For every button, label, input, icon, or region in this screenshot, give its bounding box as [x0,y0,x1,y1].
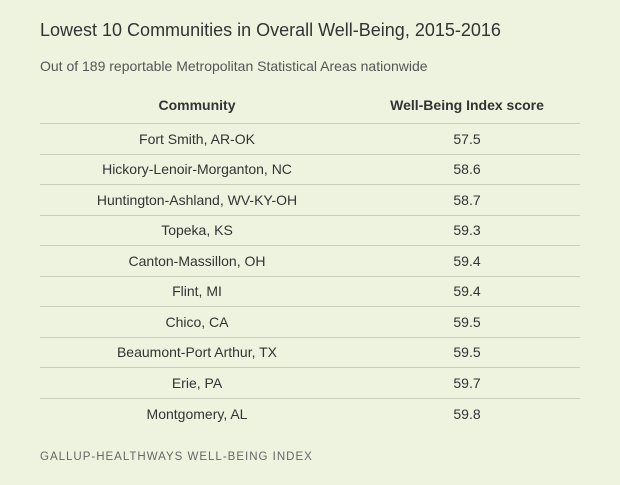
score-cell: 59.5 [453,313,481,330]
score-cell: 57.5 [453,130,481,147]
table-row: Fort Smith, AR-OK 57.5 [40,124,580,155]
table-row: Beaumont-Port Arthur, TX 59.5 [40,338,580,368]
score-cell: 59.8 [453,405,481,422]
community-cell: Canton-Massillon, OH [128,252,266,269]
community-cell: Chico, CA [165,313,229,330]
community-cell: Flint, MI [172,283,222,300]
source-note: GALLUP-HEALTHWAYS WELL-BEING INDEX [40,451,313,463]
table-row: Erie, PA 59.7 [40,368,580,399]
score-cell: 59.4 [453,252,481,269]
score-cell: 58.7 [453,191,481,208]
score-cell: 58.6 [453,161,481,178]
score-cell: 59.5 [453,344,481,361]
score-cell: 59.3 [453,222,481,239]
community-cell: Topeka, KS [161,222,233,239]
table-body: Fort Smith, AR-OK 57.5 Hickory-Lenoir-Morg… [40,124,580,429]
community-cell: Hickory-Lenoir-Morganton, NC [102,161,292,178]
table-header-row: Community Well-Being Index score [40,86,580,124]
community-cell: Montgomery, AL [146,405,248,422]
table-row: Hickory-Lenoir-Morganton, NC 58.6 [40,155,580,185]
community-cell: Huntington-Ashland, WV-KY-OH [96,191,298,208]
column-header-score: Well-Being Index score [390,96,544,113]
community-cell: Beaumont-Port Arthur, TX [116,344,278,361]
chart-subtitle: Out of 189 reportable Metropolitan Stati… [40,58,428,74]
score-cell: 59.7 [453,374,481,391]
well-being-table: Community Well-Being Index score Fort Sm… [40,86,580,429]
table-row: Montgomery, AL 59.8 [40,399,580,430]
table-row: Flint, MI 59.4 [40,277,580,307]
score-cell: 59.4 [453,283,481,300]
column-header-community: Community [158,96,236,113]
table-row: Chico, CA 59.5 [40,307,580,338]
table-row: Huntington-Ashland, WV-KY-OH 58.7 [40,185,580,216]
community-cell: Fort Smith, AR-OK [139,130,255,147]
table-row: Canton-Massillon, OH 59.4 [40,246,580,277]
community-cell: Erie, PA [171,374,223,391]
chart-title: Lowest 10 Communities in Overall Well-Be… [40,20,501,40]
table-row: Topeka, KS 59.3 [40,216,580,246]
